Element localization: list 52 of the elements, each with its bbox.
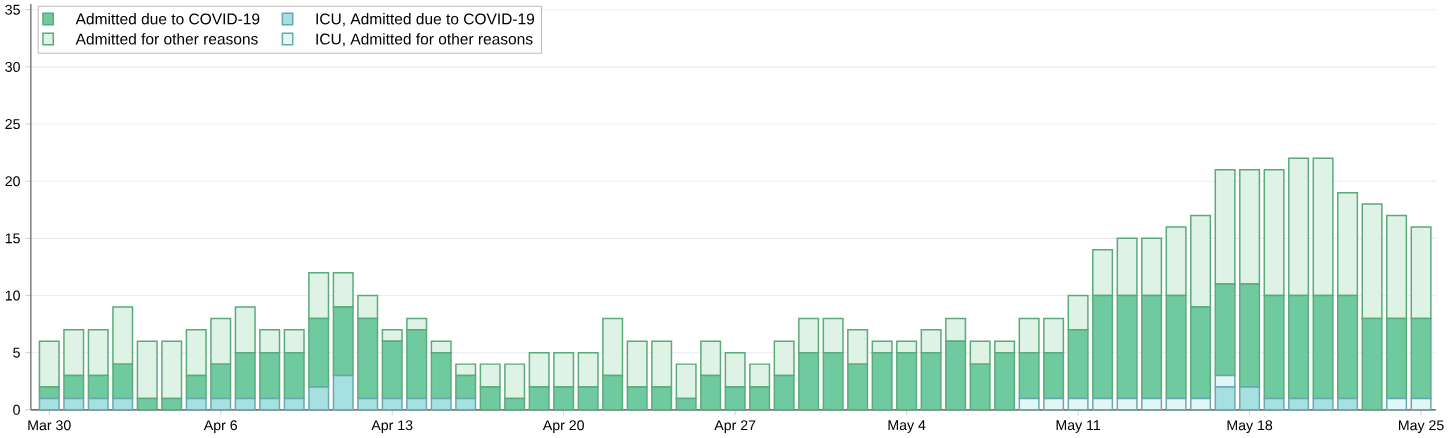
x-tick-label: May 18	[1227, 420, 1273, 434]
bar	[1386, 397, 1408, 411]
bar	[1018, 397, 1040, 411]
y-tick-label: 30	[5, 61, 20, 73]
bar	[38, 397, 60, 411]
y-tick-label: 5	[13, 347, 20, 358]
legend-label: Admitted due to COVID-19	[75, 13, 260, 25]
legend-label: ICU, Admitted due to COVID-19	[316, 13, 535, 27]
bar	[283, 397, 305, 411]
bar	[1263, 397, 1285, 411]
x-tick-label: Mar 30	[28, 420, 71, 431]
x-tick-label: May 11	[1056, 420, 1101, 434]
bar	[1165, 397, 1187, 411]
bar	[112, 397, 134, 411]
bar	[1141, 397, 1163, 411]
bar	[259, 397, 281, 411]
bar	[1410, 397, 1432, 411]
bar	[234, 397, 256, 411]
bar	[430, 397, 452, 411]
bar	[381, 397, 403, 411]
legend-label: ICU, Admitted for other reasons	[316, 33, 533, 47]
bar	[332, 374, 354, 411]
bar	[308, 386, 330, 411]
x-tick-label: Apr 6	[203, 420, 237, 434]
bar	[1067, 397, 1089, 411]
bar	[1043, 397, 1065, 411]
bar	[87, 397, 109, 411]
bar	[1092, 397, 1114, 411]
bar	[1190, 397, 1212, 411]
x-tick-label: Apr 27	[714, 420, 756, 434]
bar	[210, 397, 232, 411]
bar	[1312, 397, 1334, 411]
bar	[1288, 397, 1310, 411]
bar	[357, 397, 379, 411]
bar	[185, 397, 207, 411]
x-tick-label: Apr 20	[542, 420, 584, 434]
bar	[1239, 386, 1261, 411]
y-tick-label: 15	[5, 233, 20, 244]
bar	[63, 397, 85, 411]
y-tick-label: 20	[5, 176, 20, 187]
bar	[1116, 397, 1138, 411]
y-tick-label: 25	[5, 119, 20, 130]
bar	[455, 397, 477, 411]
x-tick-label: Apr 13	[371, 420, 413, 434]
bar	[1337, 397, 1359, 411]
bar	[406, 397, 428, 411]
y-tick-label: 35	[5, 4, 20, 15]
y-tick-label: 10	[5, 290, 20, 301]
legend-label: Admitted for other reasons	[75, 33, 258, 45]
x-tick-label: May 4	[888, 420, 926, 434]
x-tick-label: May 25	[1399, 420, 1444, 434]
y-tick-label: 0	[13, 404, 20, 415]
